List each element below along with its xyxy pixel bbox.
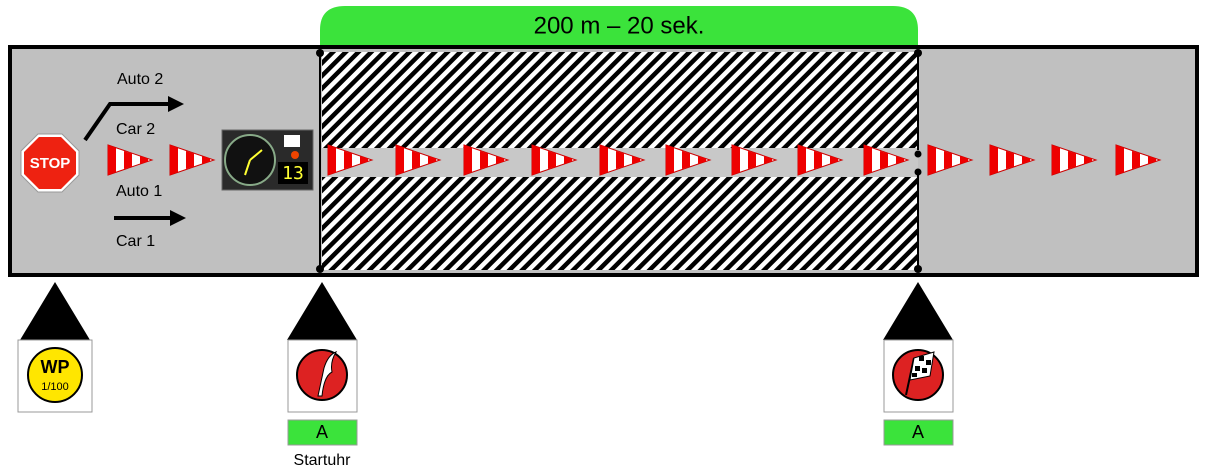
arrow-head [170, 210, 186, 226]
header-tab [320, 6, 918, 46]
corner-dots [316, 49, 922, 273]
clock-device: 13 [221, 129, 314, 191]
lane-label: Auto 2 [117, 71, 163, 88]
stop-text: STOP [30, 155, 71, 172]
lane-label: Car 1 [116, 233, 155, 250]
marker-finish: A [883, 282, 954, 446]
marker-tag: A [316, 422, 328, 442]
lane-label: Auto 1 [116, 183, 162, 200]
arrow [83, 102, 172, 142]
stop-sign: STOP [20, 133, 80, 193]
arrow-head [168, 96, 184, 112]
marker-caption: Startuhr [294, 452, 352, 469]
wp-text: WP [41, 357, 70, 377]
wp-sub: 1/100 [41, 381, 69, 393]
marker-wp: WP 1/100 [17, 282, 93, 413]
lane-label: Car 2 [116, 121, 155, 138]
title: 200 m – 20 sek. [534, 12, 705, 39]
clock-display: 13 [282, 163, 304, 184]
marker-tag: A [912, 422, 924, 442]
marker-start: A Startuhr [287, 282, 358, 469]
